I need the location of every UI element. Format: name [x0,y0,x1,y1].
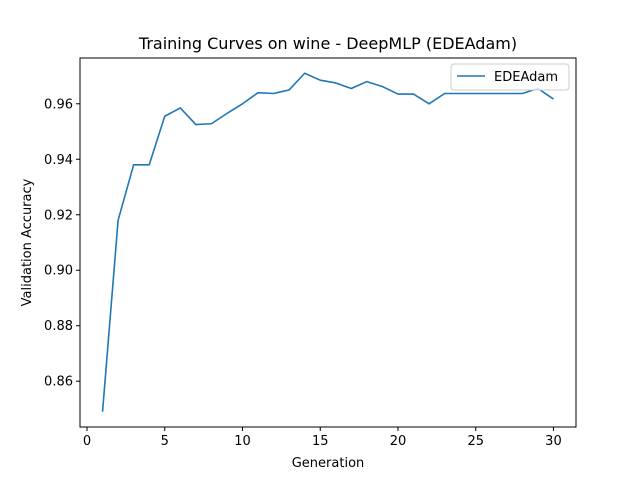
y-tick-label: 0.86 [44,375,73,390]
chart-title: Training Curves on wine - DeepMLP (EDEAd… [138,34,517,53]
x-tick-label: 5 [161,434,169,449]
y-tick-label: 0.92 [44,208,73,223]
x-tick-label: 10 [234,434,251,449]
y-tick-label: 0.94 [44,153,73,168]
x-axis-label: Generation [292,456,365,471]
legend-box [450,63,570,91]
series-line-edeadam [101,72,554,412]
plot-area [79,57,577,428]
series-layer [101,72,554,412]
y-axis: 0.86 0.88 0.90 0.92 0.94 0.96 [44,97,80,390]
x-axis: 0 5 10 15 20 25 30 [83,427,562,449]
x-tick-label: 0 [83,434,91,449]
legend: EDEAdam [450,63,570,91]
x-tick-label: 30 [545,434,562,449]
legend-label-edeadam: EDEAdam [494,70,558,85]
x-tick-label: 15 [312,434,329,449]
y-axis-label: Validation Accuracy [20,178,35,306]
x-tick-label: 25 [467,434,484,449]
x-tick-label: 20 [390,434,407,449]
y-tick-label: 0.90 [44,264,73,279]
y-tick-label: 0.88 [44,319,73,334]
y-tick-label: 0.96 [44,97,73,112]
